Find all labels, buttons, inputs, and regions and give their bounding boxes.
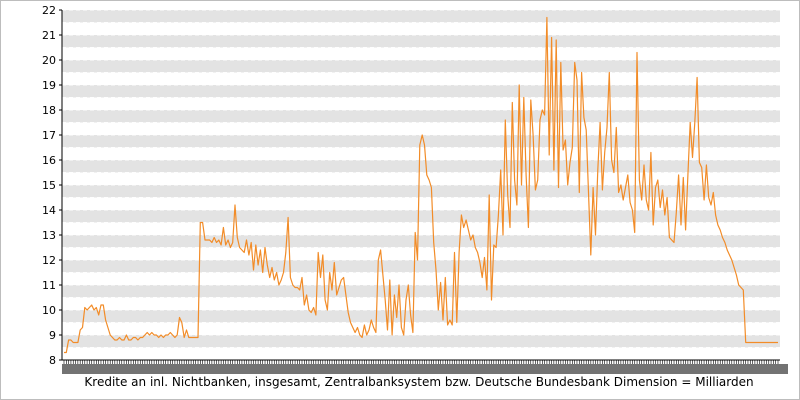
grid-band: [62, 310, 780, 323]
plot-background: [62, 10, 780, 348]
y-tick-label: 17: [42, 129, 56, 142]
grid-band: [62, 185, 780, 198]
grid-band: [62, 210, 780, 223]
grid-band: [62, 10, 780, 23]
x-tick-marks: [62, 360, 788, 374]
grid-band: [62, 160, 780, 173]
x-axis-label: Kredite an inl. Nichtbanken, insgesamt, …: [84, 375, 754, 389]
grid-band: [62, 60, 780, 73]
grid-band: [62, 235, 780, 248]
y-tick-label: 10: [42, 304, 56, 317]
y-tick-label: 13: [42, 229, 56, 242]
series-line-0: [64, 16, 778, 354]
grid-band: [62, 260, 780, 273]
grid-band: [62, 85, 780, 98]
series-layer: [64, 16, 778, 354]
y-tick-label: 11: [42, 279, 56, 292]
y-tick-label: 21: [42, 29, 56, 42]
grid-band: [62, 35, 780, 48]
x-tick-label-band: [62, 364, 788, 374]
gridlines: [62, 9, 780, 361]
y-tick-label: 18: [42, 104, 56, 117]
y-tick-label: 9: [49, 329, 56, 342]
y-tick-label: 20: [42, 54, 56, 67]
y-tick-label: 16: [42, 154, 56, 167]
y-tick-label: 19: [42, 79, 56, 92]
y-tick-label: 15: [42, 179, 56, 192]
y-tick-label: 8: [49, 354, 56, 367]
y-tick-label: 14: [42, 204, 56, 217]
grid-band: [62, 110, 780, 123]
y-tick-label: 12: [42, 254, 56, 267]
y-tick-label: 22: [42, 4, 56, 17]
grid-band: [62, 285, 780, 298]
grid-band: [62, 335, 780, 348]
y-tick-labels: 8 9 10 11 12 13 14 15 16 17 18 19 20 21 22: [42, 4, 62, 367]
